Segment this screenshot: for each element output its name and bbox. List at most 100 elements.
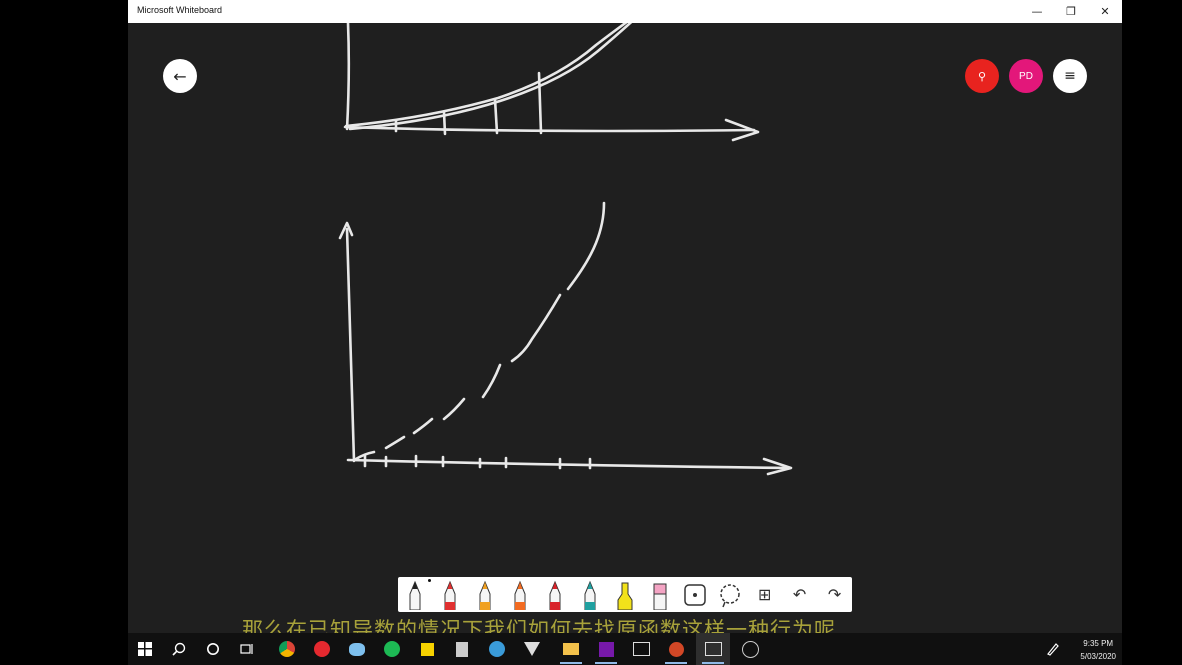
pen-teal-tool[interactable]	[573, 577, 608, 612]
pen-tray-icon	[1047, 643, 1059, 656]
invite-button[interactable]: ⚲	[965, 59, 999, 93]
system-clock[interactable]: 9:35 PM 5/03/2020	[1080, 637, 1116, 663]
taskbar-app-file-explorer[interactable]	[554, 633, 588, 665]
window-title: Microsoft Whiteboard	[137, 5, 223, 15]
pen-red-2-tool[interactable]	[538, 577, 573, 612]
pen-orange-icon	[479, 580, 491, 610]
search-icon	[172, 642, 186, 656]
undo-icon: ↶	[792, 585, 807, 604]
whiteboard-icon	[704, 642, 722, 656]
file-explorer-icon	[563, 643, 579, 655]
powerpoint-icon	[668, 641, 684, 657]
hamburger-icon: ≡	[1064, 68, 1076, 84]
taskbar-app-whiteboard[interactable]	[696, 633, 730, 665]
taskbar-app-maps[interactable]	[480, 633, 514, 665]
clock-date: 5/03/2020	[1080, 652, 1116, 661]
vivaldi-icon	[314, 641, 330, 657]
pen-black-tool[interactable]	[398, 577, 433, 612]
windows-taskbar: 9:35 PM 5/03/2020	[128, 633, 1122, 665]
obs-icon	[741, 640, 759, 658]
add-shape-button[interactable]: ⊞	[747, 577, 782, 612]
taskbar-app-powerpoint[interactable]	[659, 633, 693, 665]
redo-button[interactable]: ↷	[817, 577, 852, 612]
dashed-curve-1	[354, 450, 376, 461]
cortana-button[interactable]	[196, 633, 230, 665]
redo-icon: ↷	[827, 585, 842, 604]
task-view-button[interactable]	[230, 633, 264, 665]
pen-red-tool[interactable]	[433, 577, 468, 612]
paint-icon	[349, 642, 365, 656]
taskbar-app-photos[interactable]	[624, 633, 658, 665]
clock-time: 9:35 PM	[1083, 639, 1114, 648]
fox-icon	[524, 642, 540, 656]
top-curve	[344, 23, 628, 128]
taskbar-app-spotify[interactable]	[375, 633, 409, 665]
eraser-tool[interactable]	[642, 577, 677, 612]
bottom-x-axis	[346, 458, 790, 470]
taskbar-app-calculator[interactable]	[445, 633, 479, 665]
eraser-icon	[653, 583, 667, 610]
taskbar-app-sticky-notes[interactable]	[410, 633, 444, 665]
arrow-left-icon: ←	[173, 66, 187, 86]
dashed-curve-7	[566, 201, 606, 291]
cortana-icon	[207, 643, 219, 655]
taskbar-app-fox[interactable]	[515, 633, 549, 665]
dashed-curve-5	[481, 363, 502, 399]
user-avatar[interactable]: PD	[1009, 59, 1043, 93]
windows-icon	[138, 642, 152, 656]
taskbar-app-vivaldi[interactable]	[305, 633, 339, 665]
dashed-curve-2	[384, 435, 406, 450]
top-tick-2	[442, 110, 447, 136]
taskbar-app-paint[interactable]	[340, 633, 374, 665]
start-button[interactable]	[128, 633, 162, 665]
bottom-y-axis	[345, 227, 356, 463]
top-tick-3	[493, 97, 499, 135]
chrome-icon	[279, 641, 295, 657]
taskbar-app-chrome[interactable]	[270, 633, 304, 665]
pen-workspace-button[interactable]	[1036, 633, 1070, 665]
add-box-icon: ⊞	[757, 585, 772, 604]
whiteboard-canvas[interactable]: ← ⚲ PD ≡	[128, 23, 1122, 633]
close-button[interactable]: ✕	[1100, 5, 1110, 18]
ruler-tool[interactable]	[677, 577, 712, 612]
inking-toolbar: ⊞ ↶ ↷	[398, 577, 852, 612]
top-curve-2	[348, 23, 633, 131]
minimize-button[interactable]: —	[1031, 5, 1043, 18]
pen-orange-red-tool[interactable]	[503, 577, 538, 612]
highlighter-tool[interactable]	[608, 577, 643, 612]
active-dot	[427, 579, 431, 582]
top-x-arrow	[724, 118, 760, 142]
restore-button[interactable]: ❐	[1066, 5, 1076, 18]
bottom-y-arrow	[338, 221, 354, 240]
pen-orange-red-icon	[514, 580, 526, 610]
highlighter-icon	[617, 582, 633, 610]
bottom-x-arrow	[762, 457, 793, 476]
pen-red-icon	[444, 580, 456, 610]
top-y-axis	[345, 23, 351, 131]
dashed-curve-6	[510, 293, 562, 363]
ruler-icon	[684, 583, 706, 606]
settings-menu-button[interactable]: ≡	[1053, 59, 1087, 93]
pen-red-2-icon	[549, 580, 561, 610]
ink-drawing	[338, 23, 793, 476]
spotify-icon	[384, 641, 400, 657]
back-button[interactable]: ←	[163, 59, 197, 93]
pen-black-icon	[409, 580, 421, 610]
photos-icon	[632, 642, 650, 656]
onenote-icon	[598, 641, 614, 657]
pen-orange-tool[interactable]	[468, 577, 503, 612]
maps-icon	[489, 641, 505, 657]
lasso-tool[interactable]	[712, 577, 747, 612]
taskbar-app-obs[interactable]	[733, 633, 767, 665]
dashed-curve-4	[442, 397, 466, 421]
sticky-notes-icon	[420, 642, 434, 656]
undo-button[interactable]: ↶	[782, 577, 817, 612]
search-button[interactable]	[162, 633, 196, 665]
add-person-icon: ⚲	[977, 69, 987, 83]
whiteboard-window: Microsoft Whiteboard — ❐ ✕	[128, 0, 1122, 633]
dashed-curve-3	[412, 417, 434, 435]
calculator-icon	[456, 641, 468, 657]
avatar-initials: PD	[1019, 70, 1033, 82]
taskbar-app-onenote[interactable]	[589, 633, 623, 665]
lasso-icon	[720, 583, 740, 607]
